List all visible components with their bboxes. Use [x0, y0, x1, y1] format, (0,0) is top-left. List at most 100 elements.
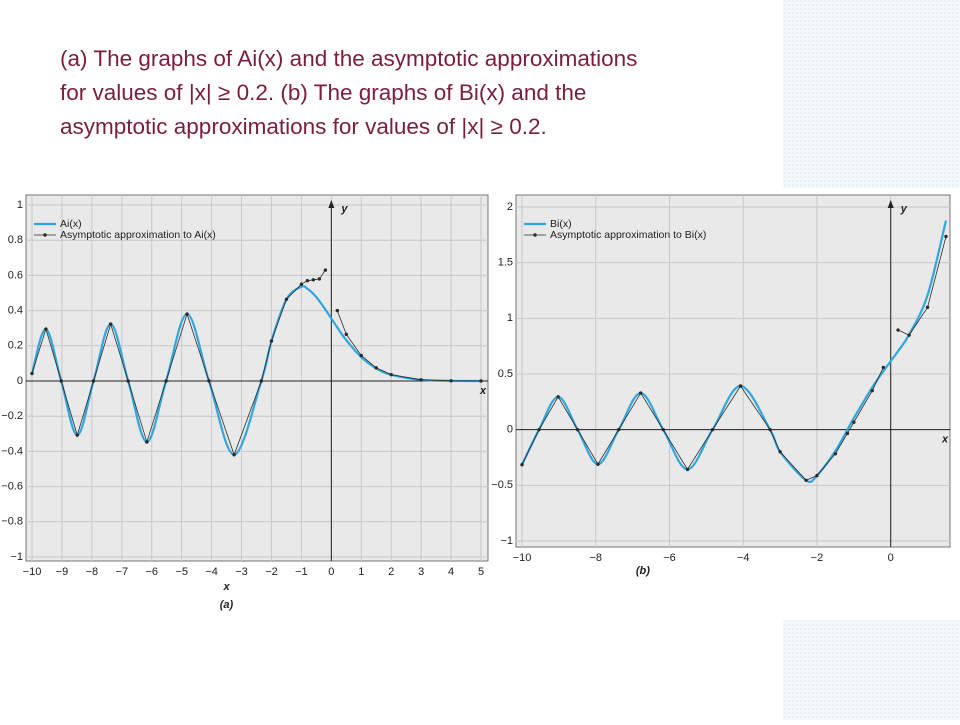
y-tick-label: 1 [17, 199, 23, 211]
x-tick-label: 4 [448, 566, 454, 578]
x-tick-label: 5 [478, 566, 484, 578]
caption-line: asymptotic approximations for values of … [60, 114, 547, 139]
series-marker [896, 328, 900, 332]
x-tick-label: −4 [205, 566, 218, 578]
series-marker [284, 297, 289, 302]
series-marker [185, 312, 189, 316]
y-tick-label: −0.6 [1, 481, 23, 493]
x-tick-label: −6 [145, 566, 158, 578]
series-marker [907, 333, 911, 337]
series-marker [374, 366, 378, 370]
series-marker [638, 391, 643, 395]
series-marker [145, 440, 149, 444]
series-marker [323, 268, 328, 272]
series-line [897, 236, 947, 336]
x-tick-label: 2 [388, 566, 394, 578]
series-marker [44, 327, 48, 331]
series-marker [778, 450, 782, 454]
x-tick-label: 3 [418, 566, 424, 578]
legend-label: Asymptotic approximation to Ai(x) [60, 229, 216, 241]
y-tick-label: −0.2 [1, 410, 23, 422]
series-marker [833, 452, 838, 456]
series-marker [259, 379, 264, 383]
series-marker [479, 379, 483, 383]
series-marker [520, 463, 524, 467]
series-marker [164, 379, 168, 383]
y-tick-label: 0.4 [8, 305, 23, 317]
series-marker [419, 378, 423, 382]
x-tick-label: −8 [589, 552, 602, 564]
series-line [336, 310, 482, 382]
x-axis-name: x [479, 385, 487, 397]
x-tick-label: −3 [235, 566, 248, 578]
x-tick-label: −8 [86, 566, 99, 578]
y-axis-name: y [340, 203, 348, 215]
x-tick-label: −10 [23, 566, 42, 578]
x-tick-label: 0 [888, 552, 894, 564]
legend-marker [43, 233, 47, 237]
series-marker [768, 427, 772, 432]
series-marker [845, 431, 850, 436]
series-marker [126, 379, 130, 383]
y-tick-label: 1 [507, 312, 513, 324]
plot-area [515, 194, 951, 548]
legend-label: Bi(x) [550, 218, 572, 230]
series-marker [881, 365, 886, 370]
series-marker [804, 478, 808, 482]
y-axis-name: y [900, 203, 908, 215]
y-tick-label: 0 [17, 375, 23, 387]
y-tick-label: −1 [500, 535, 513, 547]
panel-label: (b) [636, 565, 650, 577]
y-tick-label: 0 [507, 424, 513, 436]
x-axis-label: x [222, 581, 230, 593]
x-tick-label: −7 [116, 566, 129, 578]
series-marker [661, 427, 665, 432]
series-marker [389, 372, 393, 377]
series-marker [207, 379, 211, 383]
series-marker [944, 234, 948, 239]
series-marker [852, 420, 856, 424]
y-tick-label: −1 [10, 551, 23, 563]
legend-label: Ai(x) [60, 218, 82, 230]
series-marker [870, 388, 874, 393]
y-axis-arrow [328, 200, 335, 208]
series-marker [575, 427, 580, 432]
series-marker [359, 353, 363, 358]
x-tick-label: −10 [513, 552, 532, 564]
x-tick-label: 1 [358, 566, 364, 578]
series-marker [596, 462, 600, 466]
series-marker [344, 332, 348, 337]
series-marker [30, 371, 34, 376]
y-tick-label: 2 [507, 201, 513, 213]
caption-line: (a) The graphs of Ai(x) and the asymptot… [60, 46, 637, 71]
series-marker [685, 467, 690, 472]
x-tick-label: −4 [737, 552, 750, 564]
series-marker [925, 305, 930, 310]
series-marker [317, 277, 322, 281]
series-marker [710, 427, 715, 432]
panel-label: (a) [220, 599, 234, 611]
y-tick-label: −0.4 [1, 445, 23, 457]
series-marker [617, 427, 621, 432]
y-axis-arrow [887, 200, 894, 208]
series-marker [335, 308, 340, 313]
legend-marker [533, 233, 537, 237]
y-tick-label: 1.5 [498, 257, 513, 269]
series-marker [738, 384, 743, 388]
x-tick-label: −6 [663, 552, 676, 564]
x-tick-label: −5 [175, 566, 188, 578]
series-marker [75, 433, 79, 437]
caption-line: for values of |x| ≥ 0.2. (b) The graphs … [60, 80, 586, 105]
x-tick-label: −2 [811, 552, 824, 564]
legend-label: Asymptotic approximation to Bi(x) [550, 229, 706, 241]
y-tick-label: −0.5 [491, 479, 513, 491]
series-line [521, 367, 884, 481]
x-tick-label: −1 [295, 566, 308, 578]
chart: −1 −0.5 0 0.5 1 1.5 2 −10 −8 −6 −4 −2 0 y x (b) Bi(x)Asy… [491, 194, 951, 577]
y-tick-label: 0.8 [8, 234, 23, 246]
y-tick-label: 0.5 [498, 368, 513, 380]
series-marker [305, 278, 310, 283]
series-marker [311, 278, 316, 282]
series-marker [815, 473, 819, 478]
